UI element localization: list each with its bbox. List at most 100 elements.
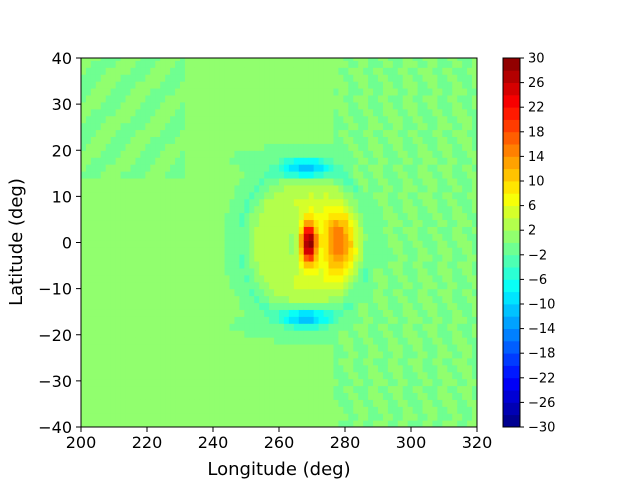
heatmap-cell bbox=[189, 364, 196, 373]
heatmap-cell bbox=[422, 371, 429, 380]
heatmap-cell bbox=[407, 115, 414, 124]
heatmap-cell bbox=[447, 309, 453, 317]
heatmap-cell bbox=[432, 233, 438, 241]
heatmap-cell bbox=[90, 371, 97, 380]
heatmap-cell bbox=[110, 392, 117, 400]
heatmap-cell bbox=[95, 226, 102, 234]
heatmap-cell bbox=[313, 413, 320, 421]
heatmap-cell bbox=[175, 184, 181, 193]
heatmap-cell bbox=[214, 323, 221, 331]
heatmap-cell bbox=[283, 198, 290, 207]
heatmap-cell bbox=[432, 150, 438, 158]
heatmap-cell bbox=[373, 143, 379, 151]
heatmap-cell bbox=[378, 143, 384, 151]
heatmap-cell bbox=[427, 254, 434, 262]
heatmap-cell bbox=[283, 129, 290, 138]
heatmap-cell bbox=[363, 157, 369, 165]
heatmap-cell bbox=[150, 247, 156, 255]
heatmap-cell bbox=[402, 233, 409, 241]
heatmap-cell bbox=[249, 399, 255, 407]
heatmap-cell bbox=[81, 58, 87, 61]
heatmap-cell bbox=[224, 337, 231, 345]
heatmap-cell bbox=[279, 343, 285, 352]
heatmap-cell bbox=[432, 184, 438, 193]
heatmap-cell bbox=[432, 205, 438, 214]
heatmap-cell bbox=[437, 267, 443, 276]
heatmap-cell bbox=[368, 184, 374, 193]
heatmap-cell bbox=[209, 378, 216, 387]
heatmap-cell bbox=[120, 226, 127, 234]
heatmap-cell bbox=[452, 191, 458, 200]
heatmap-cell bbox=[432, 129, 438, 138]
heatmap-cell bbox=[417, 67, 424, 75]
heatmap-cell bbox=[472, 87, 477, 96]
heatmap-cell bbox=[308, 212, 315, 221]
heatmap-cell bbox=[368, 233, 374, 241]
heatmap-cell bbox=[194, 420, 201, 427]
heatmap-cell bbox=[387, 212, 394, 221]
heatmap-cell bbox=[160, 316, 166, 324]
heatmap-cell bbox=[150, 260, 156, 269]
heatmap-cell bbox=[125, 164, 132, 172]
heatmap-cell bbox=[269, 330, 275, 338]
heatmap-cell bbox=[140, 184, 146, 193]
heatmap-cell bbox=[323, 205, 330, 214]
heatmap-cell bbox=[264, 274, 270, 283]
heatmap-cell bbox=[407, 212, 414, 221]
heatmap-cell bbox=[204, 364, 211, 373]
heatmap-cell bbox=[373, 60, 379, 68]
heatmap-cell bbox=[180, 288, 186, 297]
heatmap-cell bbox=[110, 101, 117, 110]
heatmap-cell bbox=[249, 343, 255, 352]
heatmap-cell bbox=[382, 364, 389, 373]
heatmap-cell bbox=[318, 198, 325, 207]
heatmap-cell bbox=[125, 260, 132, 269]
heatmap-cell bbox=[293, 94, 300, 103]
heatmap-cell bbox=[140, 101, 146, 110]
heatmap-cell bbox=[264, 226, 270, 234]
heatmap-cell bbox=[378, 60, 384, 68]
heatmap-cell bbox=[348, 191, 354, 200]
heatmap-cell bbox=[274, 101, 280, 110]
heatmap-cell bbox=[85, 205, 92, 214]
heatmap-cell bbox=[85, 267, 92, 276]
heatmap-cell bbox=[155, 191, 161, 200]
heatmap-cell bbox=[254, 164, 260, 172]
heatmap-cell bbox=[462, 164, 468, 172]
heatmap-cell bbox=[298, 413, 305, 421]
heatmap-cell bbox=[467, 226, 473, 234]
heatmap-cell bbox=[244, 205, 250, 214]
heatmap-cell bbox=[105, 247, 112, 255]
heatmap-cell bbox=[328, 157, 335, 165]
heatmap-cell bbox=[239, 233, 245, 241]
heatmap-cell bbox=[427, 58, 434, 61]
heatmap-cell bbox=[81, 295, 87, 304]
heatmap-cell bbox=[95, 254, 102, 262]
heatmap-cell bbox=[234, 81, 240, 89]
heatmap-cell bbox=[288, 420, 295, 427]
heatmap-cell bbox=[274, 316, 280, 324]
heatmap-cell bbox=[323, 74, 330, 82]
heatmap-cell bbox=[189, 274, 196, 283]
heatmap-cell bbox=[373, 247, 379, 255]
heatmap-cell bbox=[363, 74, 369, 82]
heatmap-cell bbox=[353, 399, 359, 407]
heatmap-cell bbox=[392, 254, 399, 262]
heatmap-cell bbox=[378, 420, 384, 427]
heatmap-cell bbox=[229, 67, 236, 75]
heatmap-cell bbox=[165, 81, 171, 89]
heatmap-cell bbox=[457, 364, 463, 373]
heatmap-cell bbox=[382, 309, 389, 317]
heatmap-cell bbox=[194, 60, 201, 68]
heatmap-cell bbox=[170, 94, 176, 103]
heatmap-cell bbox=[85, 191, 92, 200]
heatmap-cell bbox=[313, 150, 320, 158]
heatmap-cell bbox=[180, 74, 186, 82]
heatmap-cell bbox=[229, 115, 236, 124]
heatmap-cell bbox=[363, 164, 369, 172]
heatmap-cell bbox=[90, 378, 97, 387]
heatmap-cell bbox=[298, 330, 305, 338]
heatmap-cell bbox=[224, 87, 231, 96]
heatmap-cell bbox=[239, 267, 245, 276]
heatmap-cell bbox=[105, 364, 112, 373]
